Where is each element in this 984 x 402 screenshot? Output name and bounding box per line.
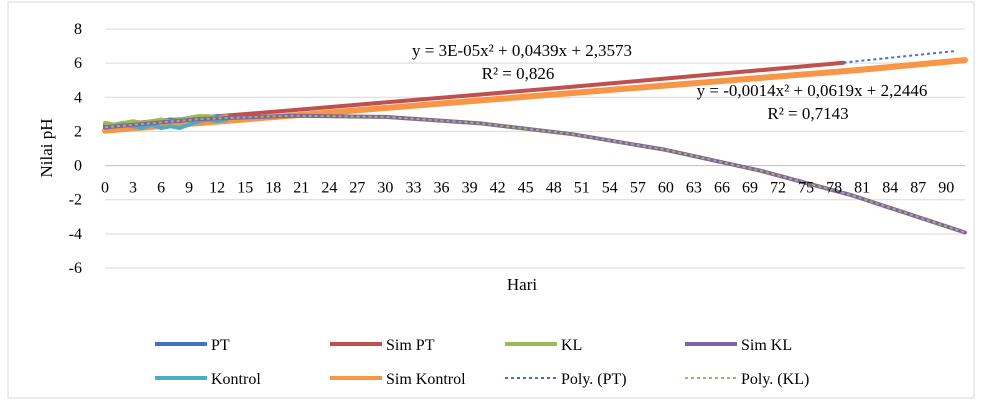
x-tick-label: 21 <box>293 180 309 197</box>
x-tick-label: 57 <box>630 180 646 197</box>
x-tick-label: 66 <box>714 180 730 197</box>
x-tick-label: 90 <box>938 180 954 197</box>
x-tick-label: 6 <box>157 180 165 197</box>
legend: PT Sim PT KL Sim KL Kontrol Sim Kontrol Poly. … <box>155 337 809 388</box>
series-line-poly-pt <box>843 50 956 64</box>
x-tick-label: 63 <box>686 180 702 197</box>
y-tick-label: 8 <box>74 21 82 38</box>
y-axis-label: Nilai pH <box>37 118 56 177</box>
legend-label: Sim PT <box>386 337 435 354</box>
x-tick-label: 75 <box>798 180 814 197</box>
y-tick-label: -6 <box>69 260 82 277</box>
x-tick-label: 36 <box>434 180 450 197</box>
series-line-poly-kl <box>104 114 966 234</box>
x-tick-label: 12 <box>209 180 225 197</box>
x-tick-label: 81 <box>854 180 870 197</box>
y-tick-label: 6 <box>74 55 82 72</box>
x-tick-label: 60 <box>658 180 674 197</box>
legend-item-sim-pt: Sim PT <box>330 337 435 354</box>
legend-label: Poly. (PT) <box>561 371 627 388</box>
x-tick-label: 69 <box>742 180 758 197</box>
legend-item-pt: PT <box>155 337 230 354</box>
x-tick-label: 27 <box>349 180 365 197</box>
x-tick-label: 39 <box>462 180 478 197</box>
x-tick-label: 24 <box>321 180 337 197</box>
trendline-r2-pt: R² = 0,826 <box>482 64 555 83</box>
y-tick-label: -4 <box>69 226 82 243</box>
x-tick-label: 30 <box>377 180 393 197</box>
x-tick-label: 45 <box>518 180 534 197</box>
x-tick-label: 87 <box>910 180 926 197</box>
trendline-equation-pt: y = 3E-05x² + 0,0439x + 2,3573 <box>412 41 632 60</box>
x-tick-label: 78 <box>826 180 842 197</box>
series-line-sim-pt <box>103 60 846 128</box>
y-tick-label: -2 <box>69 192 82 209</box>
legend-label: Kontrol <box>211 371 261 388</box>
x-tick-label: 9 <box>185 180 193 197</box>
x-axis-label: Hari <box>507 275 537 294</box>
legend-label: KL <box>561 337 582 354</box>
series-lines <box>102 50 968 235</box>
legend-label: PT <box>211 337 230 354</box>
x-tick-label: 54 <box>602 180 618 197</box>
trendline-equation-kl: y = -0,0014x² + 0,0619x + 2,2446 <box>697 81 928 100</box>
y-tick-labels: 8 6 4 2 0 -2 -4 -6 <box>69 21 82 277</box>
legend-item-poly-kl: Poly. (KL) <box>685 371 809 388</box>
trendline-r2-kl: R² = 0,7143 <box>767 104 848 123</box>
x-tick-label: 3 <box>129 180 137 197</box>
x-tick-label: 0 <box>101 180 109 197</box>
x-tick-labels: 0 3 6 9 12 15 18 21 24 27 30 33 36 39 42 45 48 51 54 57 60 63… <box>101 180 954 197</box>
x-tick-label: 51 <box>574 180 590 197</box>
legend-item-poly-pt: Poly. (PT) <box>505 371 627 388</box>
x-tick-label: 33 <box>405 180 421 197</box>
y-tick-label: 0 <box>74 158 82 175</box>
legend-label: Sim Kontrol <box>386 371 466 388</box>
x-tick-label: 15 <box>237 180 253 197</box>
x-tick-label: 18 <box>265 180 281 197</box>
x-tick-label: 72 <box>770 180 786 197</box>
legend-item-sim-kontrol: Sim Kontrol <box>330 371 466 388</box>
x-tick-label: 48 <box>546 180 562 197</box>
legend-label: Sim KL <box>741 337 792 354</box>
legend-item-kl: KL <box>505 337 582 354</box>
legend-item-kontrol: Kontrol <box>155 371 261 388</box>
legend-label: Poly. (KL) <box>741 371 809 388</box>
y-tick-label: 4 <box>74 89 82 106</box>
y-tick-label: 2 <box>74 123 82 140</box>
legend-item-sim-kl: Sim KL <box>685 337 792 354</box>
x-tick-label: 42 <box>490 180 506 197</box>
x-tick-label: 84 <box>882 180 898 197</box>
